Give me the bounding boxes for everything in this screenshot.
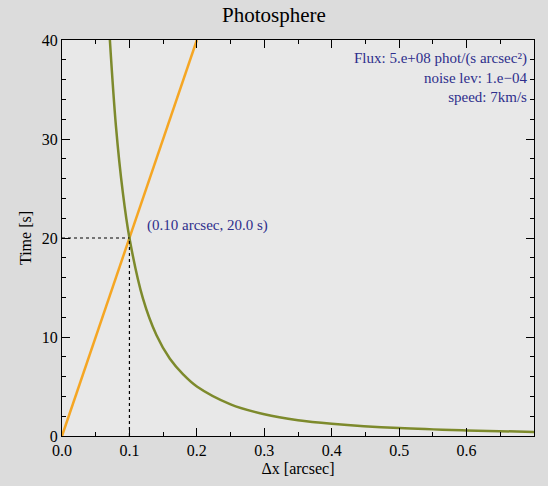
svg-text:0.2: 0.2: [187, 442, 207, 459]
svg-text:0.5: 0.5: [389, 442, 409, 459]
svg-text:0.1: 0.1: [119, 442, 139, 459]
svg-text:Photosphere: Photosphere: [222, 3, 326, 27]
svg-text:Time [s]: Time [s]: [17, 211, 34, 265]
svg-text:Δx [arcsec]: Δx [arcsec]: [262, 460, 335, 477]
svg-text:Flux: 5.e+08 phot/(s arcsec²)n: Flux: 5.e+08 phot/(s arcsec²)noise lev: …: [354, 50, 527, 105]
svg-text:0: 0: [50, 428, 58, 445]
svg-text:20: 20: [42, 230, 58, 247]
svg-text:(0.10 arcsec, 20.0 s): (0.10 arcsec, 20.0 s): [147, 217, 268, 234]
svg-text:30: 30: [42, 131, 58, 148]
svg-text:0.3: 0.3: [254, 442, 274, 459]
svg-text:0.4: 0.4: [322, 442, 342, 459]
svg-text:10: 10: [42, 329, 58, 346]
svg-text:40: 40: [42, 32, 58, 49]
svg-text:0.0: 0.0: [52, 442, 72, 459]
svg-text:0.6: 0.6: [457, 442, 477, 459]
